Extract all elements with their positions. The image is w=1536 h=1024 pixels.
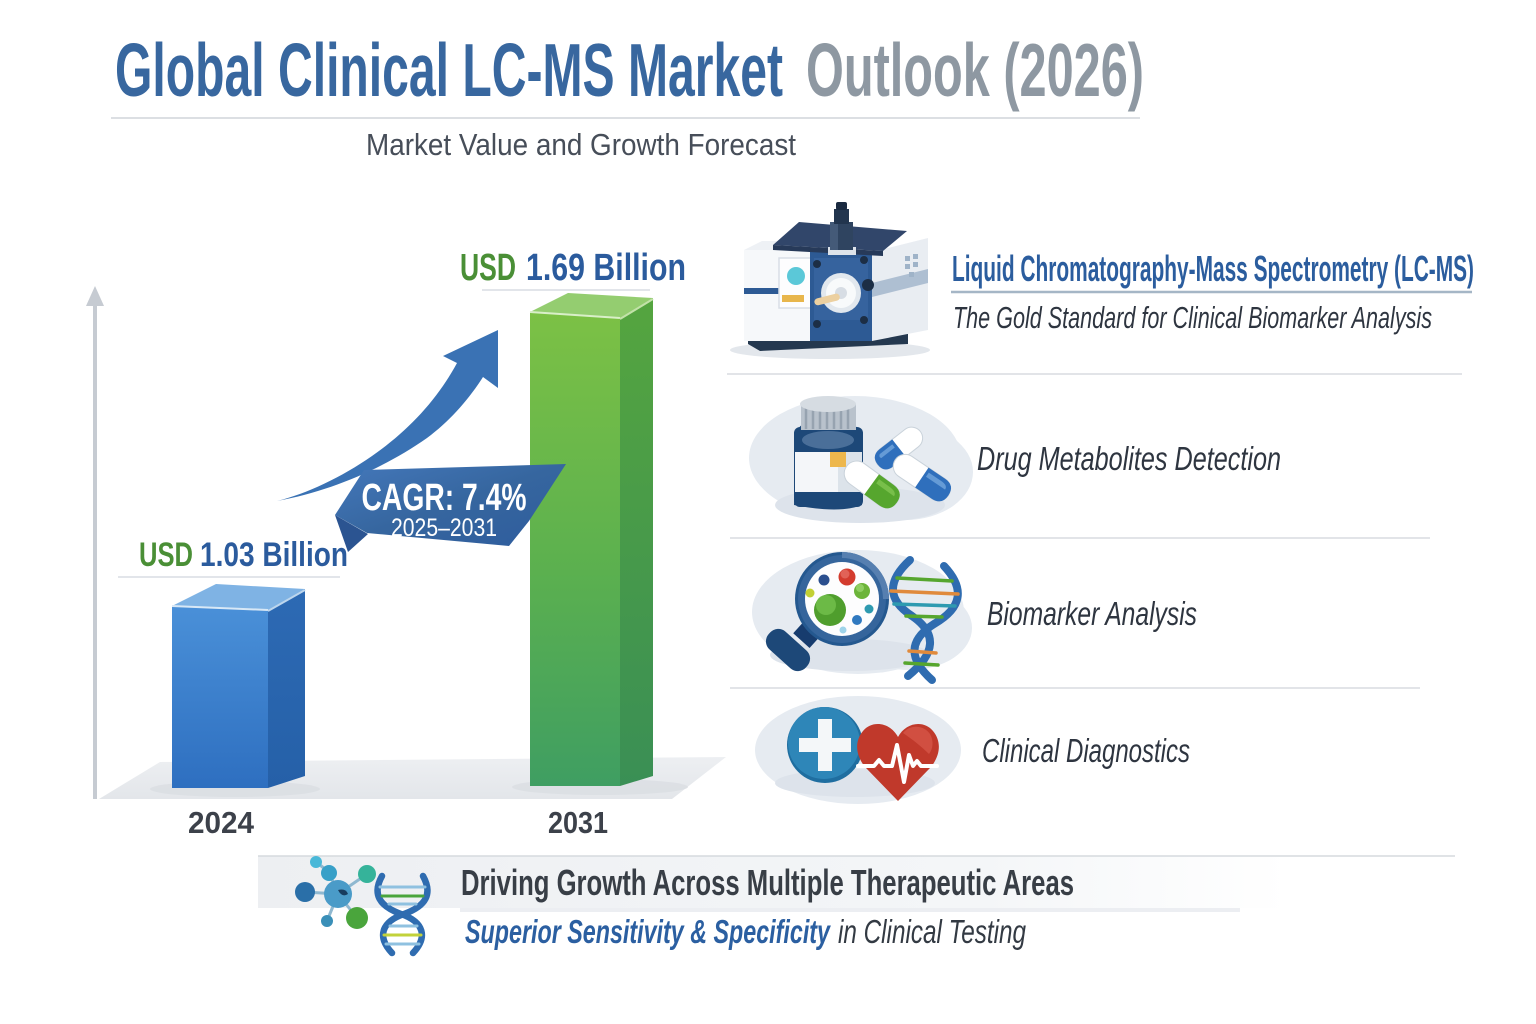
svg-text:2025–2031: 2025–2031 <box>391 514 497 542</box>
svg-text:1.69 Billion: 1.69 Billion <box>526 247 686 289</box>
svg-text:USD: USD <box>139 536 193 574</box>
svg-text:Biomarker Analysis: Biomarker Analysis <box>987 595 1197 632</box>
svg-text:The Gold Standard for Clinical: The Gold Standard for Clinical Biomarker… <box>953 300 1432 335</box>
svg-text:Driving Growth Across Multiple: Driving Growth Across Multiple Therapeut… <box>461 862 1074 903</box>
svg-text:1.03 Billion: 1.03 Billion <box>200 536 348 574</box>
svg-text:2031: 2031 <box>548 805 608 840</box>
svg-text:Clinical Diagnostics: Clinical Diagnostics <box>982 732 1190 769</box>
svg-text:Market Value and Growth Foreca: Market Value and Growth Forecast <box>366 127 796 162</box>
svg-text:in Clinical Testing: in Clinical Testing <box>838 913 1026 950</box>
svg-text:Global Clinical LC-MS Market: Global Clinical LC-MS Market <box>115 28 783 112</box>
svg-text:Drug Metabolites Detection: Drug Metabolites Detection <box>977 440 1281 477</box>
svg-text:CAGR: 7.4%: CAGR: 7.4% <box>362 477 527 519</box>
svg-text:USD: USD <box>460 247 516 289</box>
svg-text:Outlook (2026): Outlook (2026) <box>806 28 1144 112</box>
svg-text:2024: 2024 <box>188 805 255 840</box>
svg-text:Superior Sensitivity & Specifi: Superior Sensitivity & Specificity <box>465 913 831 950</box>
svg-text:Liquid Chromatography-Mass Spe: Liquid Chromatography-Mass Spectrometry … <box>952 248 1474 289</box>
